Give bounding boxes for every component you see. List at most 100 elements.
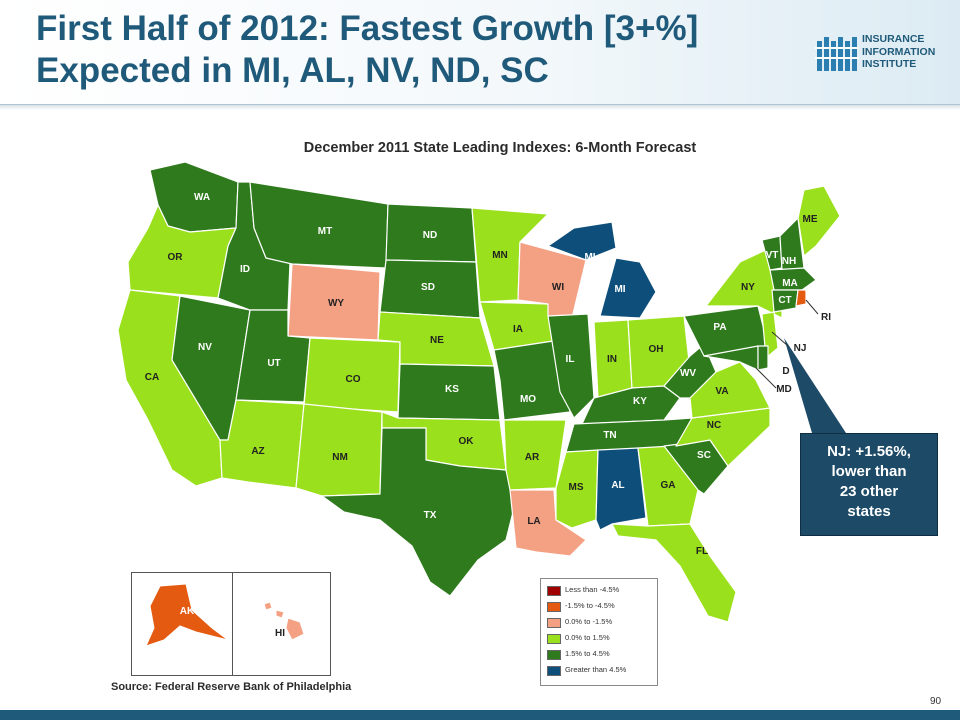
label-VT: VT (766, 250, 779, 261)
state-LA (509, 489, 587, 557)
state-CT (771, 289, 799, 313)
label-NC: NC (707, 420, 721, 431)
legend-label: Greater than 4.5% (565, 665, 627, 674)
slide-header (0, 0, 960, 105)
state-TX (321, 427, 517, 597)
legend-swatch (547, 586, 561, 596)
callout-text: NJ: +1.56%, lower than 23 other states (801, 442, 937, 522)
label-LA: LA (527, 516, 540, 527)
legend-swatch (547, 666, 561, 676)
logo-line-2: INFORMATION (862, 45, 936, 58)
label-MA: MA (782, 278, 798, 289)
label-SD: SD (421, 282, 435, 293)
label-MO: MO (520, 394, 536, 405)
legend-item: 1.5% to 4.5% (547, 649, 655, 660)
state-AR (503, 419, 567, 491)
state-MA (769, 267, 817, 291)
label-HI-inset: HI (275, 628, 285, 639)
legend-item: -1.5% to -4.5% (547, 601, 655, 612)
label-WY: WY (328, 298, 344, 309)
label-WI: WI (552, 282, 564, 293)
legend-item: 0.0% to -1.5% (547, 617, 655, 628)
state-FL (611, 523, 737, 623)
title-line-1: First Half of 2012: Fastest Growth [3+%] (36, 9, 699, 48)
label-OR: OR (168, 252, 184, 263)
state-MI-lower (599, 257, 657, 319)
label-SC: SC (697, 450, 711, 461)
label-ND: ND (423, 230, 437, 241)
logo-line-1: INSURANCE (862, 33, 925, 45)
state-DE (757, 345, 769, 371)
logo-line-3: INSTITUTE (862, 58, 917, 70)
callout-line-3: 23 other (839, 483, 899, 500)
label-KY: KY (633, 396, 647, 407)
label-IA: IA (513, 324, 523, 335)
footer-bar (0, 710, 960, 720)
legend-label: Less than -4.5% (565, 585, 620, 594)
legend-item: Less than -4.5% (547, 585, 655, 596)
label-ME: ME (803, 214, 818, 225)
label-MS: MS (569, 482, 584, 493)
label-RI: RI (821, 312, 831, 323)
label-CA: CA (145, 372, 159, 383)
callout-line-4: states (847, 503, 891, 520)
nj-leader-line (771, 331, 789, 347)
map-title: December 2011 State Leading Indexes: 6-M… (303, 140, 697, 156)
state-labels: WA OR CA NV ID MT WY UT CO AZ NM ND SD N… (145, 192, 831, 639)
callout-line-1: NJ: +1.56%, (827, 443, 911, 460)
legend-item: 0.0% to 1.5% (547, 633, 655, 644)
label-VA: VA (715, 386, 728, 397)
inset-divider (232, 572, 233, 676)
iii-logo: INSURANCE INFORMATION INSTITUTE (815, 33, 955, 73)
state-MO (493, 339, 571, 421)
legend-label: -1.5% to -4.5% (565, 601, 615, 610)
label-IL: IL (566, 354, 575, 365)
nj-callout: NJ: +1.56%, lower than 23 other states (800, 433, 938, 536)
legend-swatch (547, 650, 561, 660)
iii-logo-mark-icon (815, 37, 859, 71)
state-MI-upper (547, 221, 617, 261)
slide-title: First Half of 2012: Fastest Growth [3+%]… (36, 8, 796, 92)
label-AR: AR (525, 452, 540, 463)
label-NY: NY (741, 282, 755, 293)
label-NV: NV (198, 342, 212, 353)
label-AK-inset: AK (180, 606, 195, 617)
label-NJ: NJ (794, 343, 807, 354)
label-TX: TX (424, 510, 437, 521)
state-VA (689, 361, 771, 419)
ri-leader-line (805, 299, 819, 315)
label-IN: IN (607, 354, 617, 365)
md-leader-line (755, 367, 777, 389)
label-NE: NE (430, 335, 444, 346)
label-DE: D (782, 366, 789, 377)
legend-swatch (547, 634, 561, 644)
label-GA: GA (661, 480, 676, 491)
label-FL: FL (696, 546, 708, 557)
legend-label: 0.0% to -1.5% (565, 617, 613, 626)
legend-label: 0.0% to 1.5% (565, 633, 610, 642)
callout-pointer (784, 338, 846, 433)
label-MD: MD (776, 384, 792, 395)
label-ID: ID (240, 264, 250, 275)
legend-swatch (547, 618, 561, 628)
label-NM: NM (332, 452, 348, 463)
label-MI-upper: MI (584, 252, 595, 263)
state-ME (797, 185, 841, 257)
map-legend: Less than -4.5% -1.5% to -4.5% 0.0% to -… (540, 578, 658, 686)
label-AL: AL (611, 480, 624, 491)
iii-logo-text: INSURANCE INFORMATION INSTITUTE (862, 33, 935, 71)
page-number: 90 (930, 696, 942, 707)
label-CO: CO (346, 374, 361, 385)
label-UT: UT (267, 358, 280, 369)
state-IL (547, 313, 595, 419)
label-OK: OK (459, 436, 475, 447)
legend-item: Greater than 4.5% (547, 665, 655, 676)
legend-label: 1.5% to 4.5% (565, 649, 610, 658)
label-WA: WA (194, 192, 210, 203)
state-RI (795, 289, 807, 307)
header-shadow (0, 104, 960, 110)
source-note: Source: Federal Reserve Bank of Philadel… (111, 681, 352, 693)
label-TN: TN (603, 430, 616, 441)
label-AZ: AZ (251, 446, 264, 457)
